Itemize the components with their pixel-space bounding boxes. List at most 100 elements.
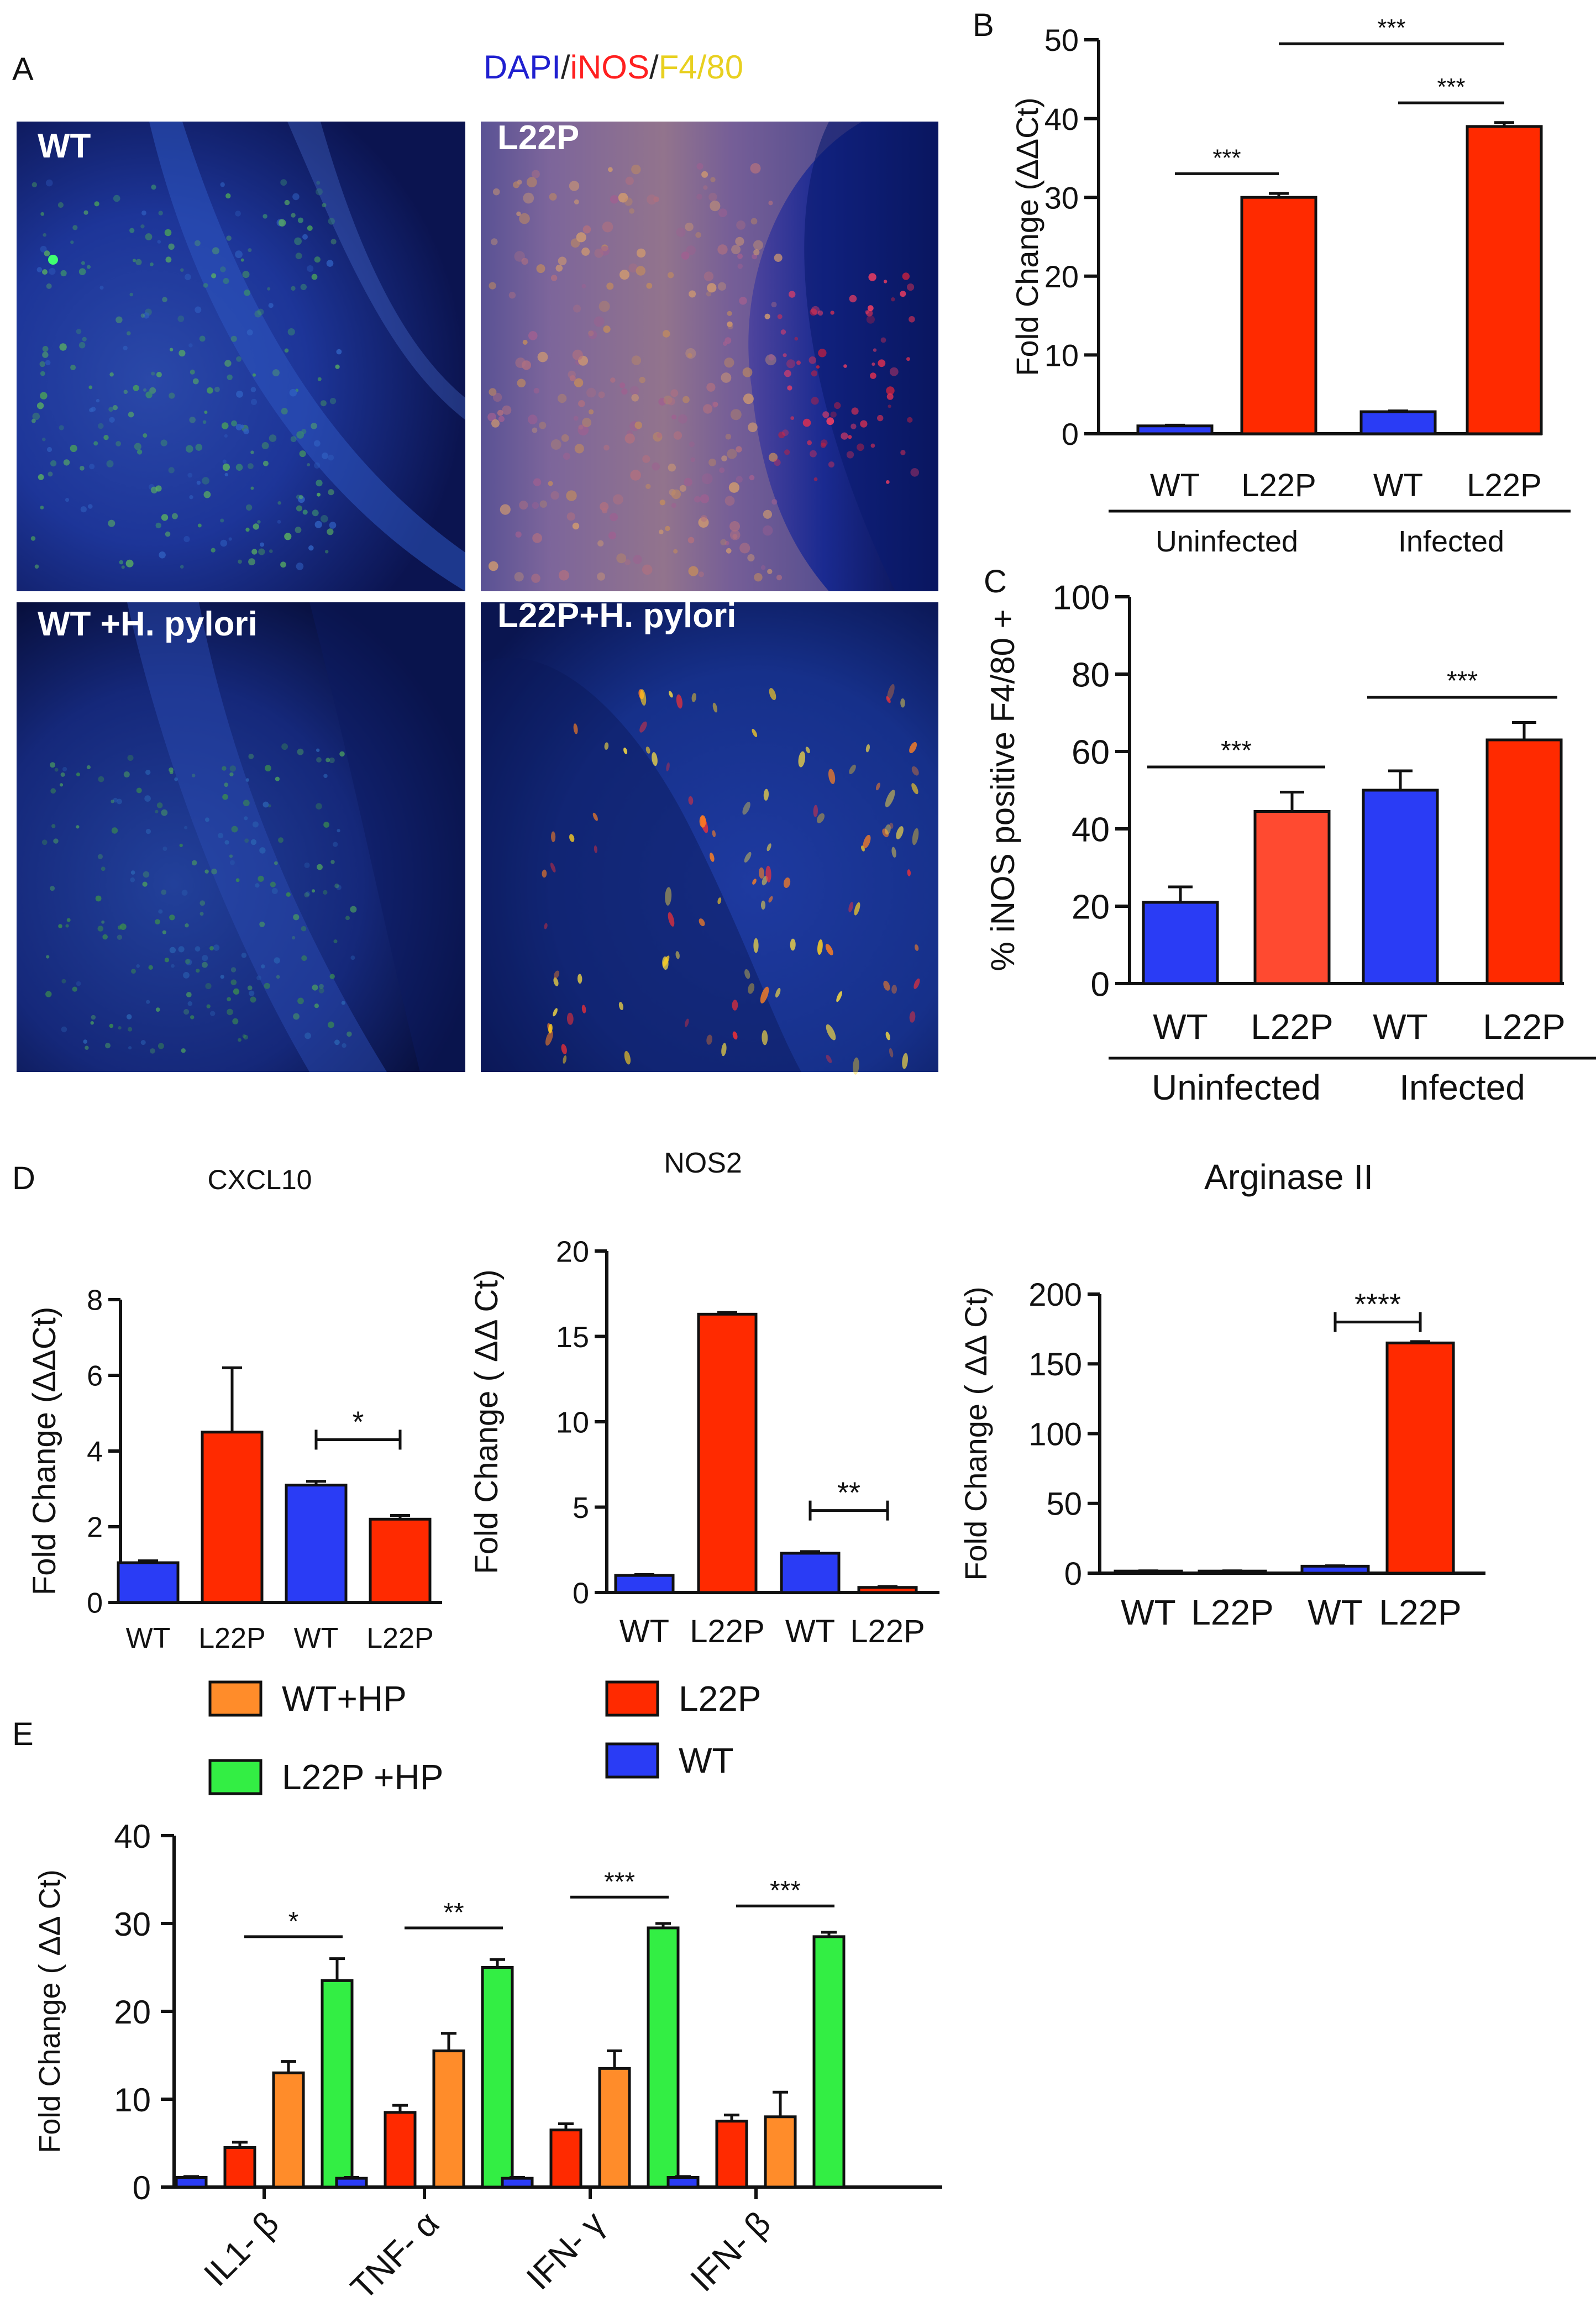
signal-spot: [828, 461, 834, 468]
signal-spot: [258, 875, 264, 882]
signal-spot: [742, 367, 753, 377]
signal-spot: [774, 254, 783, 262]
signal-spot: [578, 424, 584, 430]
signal-spot: [652, 752, 658, 766]
signal-spot: [204, 869, 209, 874]
signal-spot: [262, 460, 269, 466]
signal-spot: [316, 181, 321, 185]
signal-spot: [624, 433, 635, 444]
signal-spot: [243, 800, 250, 807]
signal-spot: [891, 847, 896, 858]
signal-spot: [558, 570, 569, 581]
signal-spot: [196, 969, 200, 973]
signal-spot: [630, 386, 639, 396]
group-label: Infected: [1398, 525, 1504, 558]
signal-spot: [109, 1023, 114, 1028]
y-tick-label: 200: [1028, 1277, 1082, 1313]
signal-spot: [268, 303, 274, 308]
signal-spot: [747, 554, 755, 562]
y-tick-label: 20: [114, 1994, 151, 2031]
signal-spot: [192, 860, 197, 866]
y-tick-label: 4: [87, 1436, 103, 1468]
signal-spot: [117, 934, 123, 940]
signal-spot: [59, 343, 67, 351]
significance-stars: ***: [770, 1876, 801, 1905]
signal-spot: [127, 331, 131, 335]
signal-spot: [624, 559, 631, 565]
signal-spot: [186, 445, 193, 453]
signal-spot: [888, 404, 891, 408]
signal-spot: [134, 443, 141, 450]
signal-spot: [645, 483, 651, 489]
signal-spot: [311, 889, 316, 893]
signal-spot: [261, 964, 265, 969]
signal-spot: [333, 842, 338, 847]
y-tick-label: 40: [1072, 811, 1110, 849]
signal-spot: [78, 268, 86, 276]
signal-spot: [245, 778, 250, 782]
signal-spot: [40, 506, 44, 509]
signal-spot: [258, 548, 265, 555]
signal-spot: [676, 227, 686, 237]
signal-spot: [211, 548, 216, 553]
signal-spot: [227, 1008, 233, 1016]
signal-spot: [144, 795, 151, 802]
signal-spot: [764, 313, 770, 319]
signal-spot: [909, 316, 915, 323]
signal-spot: [227, 374, 233, 380]
signal-spot: [566, 490, 577, 501]
signal-spot: [553, 1008, 558, 1017]
signal-spot: [220, 539, 228, 547]
signal-spot: [673, 549, 678, 554]
signal-spot: [168, 243, 175, 250]
signal-spot: [123, 771, 130, 777]
signal-spot: [519, 501, 528, 510]
signal-spot: [169, 947, 176, 954]
signal-spot: [108, 519, 116, 527]
signal-spot: [265, 765, 271, 772]
bar: [764, 2115, 797, 2189]
signal-spot: [185, 959, 192, 966]
signal-spot: [181, 1048, 186, 1053]
x-category-label: L22P: [1241, 467, 1316, 503]
signal-spot: [673, 431, 683, 440]
signal-spot: [336, 885, 342, 890]
x-category-label: IFN- β: [683, 2204, 778, 2299]
bar: [715, 2120, 748, 2189]
signal-spot: [880, 337, 886, 343]
signal-spot: [278, 837, 284, 843]
signal-spot: [284, 533, 292, 540]
y-tick-label: 0: [573, 1576, 589, 1610]
signal-spot: [250, 839, 257, 845]
group-label: Infected: [1399, 1068, 1525, 1107]
signal-spot: [195, 306, 202, 313]
significance-stars: ***: [1221, 736, 1252, 765]
signal-spot: [557, 393, 567, 403]
signal-spot: [125, 559, 134, 567]
signal-spot: [606, 282, 614, 290]
y-tick-label: 20: [556, 1235, 589, 1268]
signal-spot: [162, 297, 167, 302]
signal-spot: [235, 211, 241, 217]
signal-spot: [710, 177, 716, 182]
signal-spot: [666, 762, 670, 771]
signal-spot: [621, 388, 628, 395]
signal-spot: [199, 335, 206, 342]
signal-spot: [889, 367, 899, 376]
signal-spot: [778, 432, 785, 439]
signal-spot: [597, 540, 604, 547]
signal-spot: [93, 441, 98, 446]
signal-spot: [914, 978, 920, 989]
signal-spot: [634, 421, 642, 429]
signal-spot: [631, 394, 639, 402]
signal-spot: [62, 766, 67, 772]
signal-spot: [907, 869, 911, 876]
signal-spot: [98, 776, 104, 782]
signal-spot: [218, 833, 224, 839]
y-tick-label: 15: [556, 1321, 589, 1354]
signal-spot: [860, 420, 868, 428]
signal-spot: [763, 789, 769, 801]
signal-spot: [305, 1032, 311, 1039]
signal-spot: [150, 262, 154, 266]
signal-spot: [783, 353, 787, 358]
